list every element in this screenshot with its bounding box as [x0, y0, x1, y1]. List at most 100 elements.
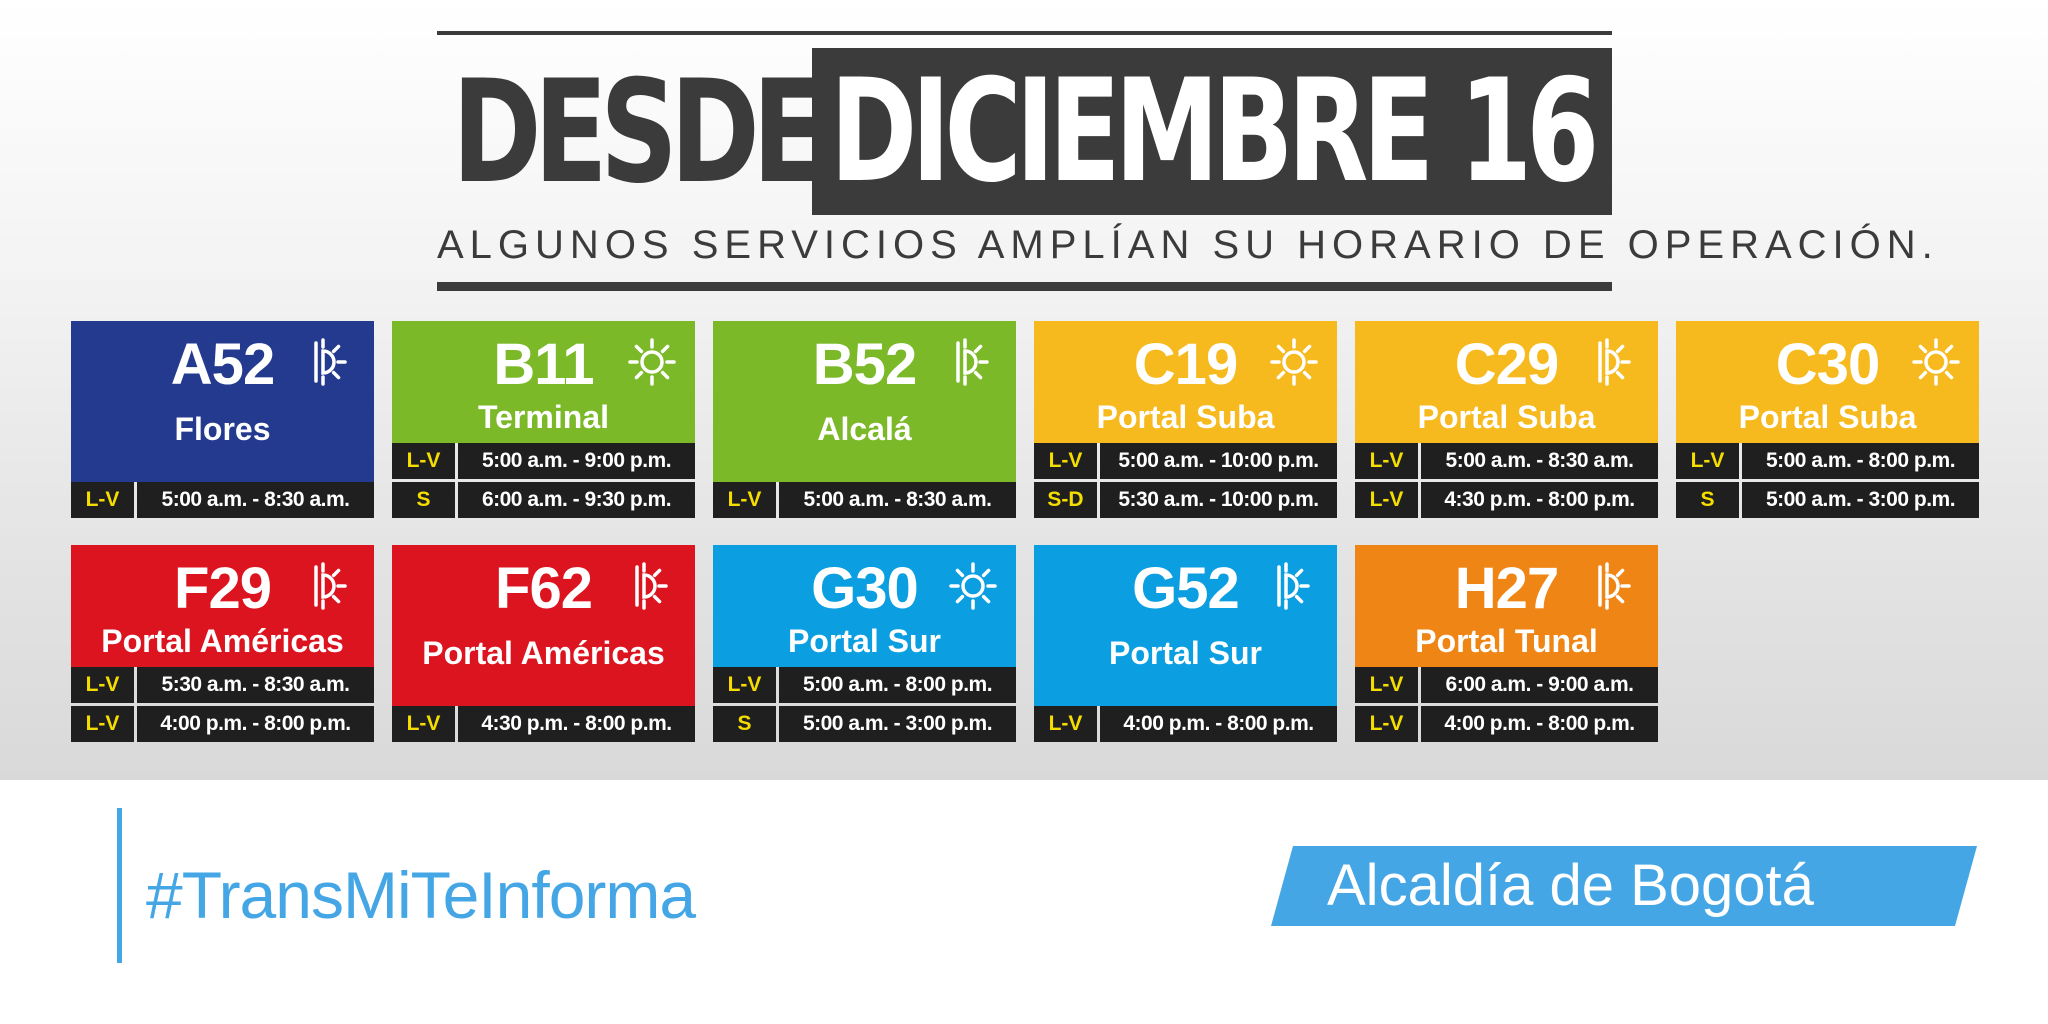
schedule-rows: L-V 5:00 a.m. - 10:00 p.m. S-D 5:30 a.m. - … [1034, 443, 1337, 518]
route-card-header: G52 Portal Sur [1034, 545, 1337, 706]
half-sun-icon [1269, 561, 1319, 611]
half-sun-icon [306, 561, 356, 611]
hashtag: #TransMiTeInforma [146, 858, 696, 932]
schedule-rows: L-V 4:30 p.m. - 8:00 p.m. [392, 706, 695, 742]
logo-text: Alcaldía de Bogotá [1327, 853, 1814, 918]
schedule-days: L-V [1034, 443, 1097, 479]
route-destination: Flores [174, 411, 271, 447]
schedule-row: L-V 4:30 p.m. - 8:00 p.m. [392, 706, 695, 742]
schedule-time: 5:30 a.m. - 10:00 p.m. [1100, 482, 1337, 518]
schedule-days: L-V [392, 706, 455, 742]
schedule-row: L-V 4:00 p.m. - 8:00 p.m. [71, 706, 374, 742]
header-prefix: DESDE [452, 50, 826, 215]
schedule-row: S 5:00 a.m. - 3:00 p.m. [1676, 482, 1979, 518]
schedule-rows: L-V 4:00 p.m. - 8:00 p.m. [1034, 706, 1337, 742]
route-card-c19: C19 Portal Suba L-V 5:00 a.m. - 10:00 p.m. S… [1034, 321, 1337, 521]
schedule-days: L-V [1355, 706, 1418, 742]
schedule-days: L-V [71, 706, 134, 742]
route-destination: Portal Sur [1109, 635, 1262, 671]
schedule-rows: L-V 5:00 a.m. - 8:30 a.m. L-V 4:30 p.m. - 8… [1355, 443, 1658, 518]
route-card-header: F29 Portal Américas [71, 545, 374, 667]
schedule-time: 5:00 a.m. - 3:00 p.m. [779, 706, 1016, 742]
half-sun-icon [627, 561, 677, 611]
schedule-time: 5:00 a.m. - 8:30 a.m. [1421, 443, 1658, 479]
route-code: G30 [811, 556, 919, 621]
route-destination: Portal Américas [101, 623, 344, 659]
schedule-time: 5:00 a.m. - 3:00 p.m. [1742, 482, 1979, 518]
header-date-box: DICIEMBRE 16 [812, 48, 1612, 215]
sun-icon [1911, 337, 1961, 387]
schedule-row: L-V 5:00 a.m. - 8:30 a.m. [71, 482, 374, 518]
route-code: B11 [493, 332, 594, 397]
route-code: H27 [1454, 556, 1559, 621]
schedule-time: 5:30 a.m. - 8:30 a.m. [137, 667, 374, 703]
route-card-header: B11 Terminal [392, 321, 695, 443]
schedule-days: L-V [71, 482, 134, 518]
header-rule-top [437, 31, 1612, 35]
route-destination: Portal Suba [1096, 399, 1275, 435]
route-destination: Portal Sur [788, 623, 941, 659]
schedule-days: S [392, 482, 455, 518]
route-code: B52 [812, 332, 917, 397]
schedule-time: 4:00 p.m. - 8:00 p.m. [137, 706, 374, 742]
alcaldia-logo: Alcaldía de Bogotá [1271, 846, 1977, 926]
schedule-time: 6:00 a.m. - 9:30 p.m. [458, 482, 695, 518]
route-card-header: B52 Alcalá [713, 321, 1016, 482]
route-code: F62 [495, 556, 593, 621]
schedule-time: 6:00 a.m. - 9:00 a.m. [1421, 667, 1658, 703]
schedule-rows: L-V 5:30 a.m. - 8:30 a.m. L-V 4:00 p.m. - 8… [71, 667, 374, 742]
schedule-row: S 5:00 a.m. - 3:00 p.m. [713, 706, 1016, 742]
route-card-h27: H27 Portal Tunal L-V 6:00 a.m. - 9:00 a.m. L… [1355, 545, 1658, 745]
schedule-rows: L-V 5:00 a.m. - 8:00 p.m. S 5:00 a.m. - 3:0… [1676, 443, 1979, 518]
schedule-rows: L-V 5:00 a.m. - 8:30 a.m. [713, 482, 1016, 518]
schedule-time: 5:00 a.m. - 8:30 a.m. [779, 482, 1016, 518]
schedule-time: 5:00 a.m. - 9:00 p.m. [458, 443, 695, 479]
sun-icon [627, 337, 677, 387]
schedule-days: L-V [392, 443, 455, 479]
footer-divider [117, 808, 122, 963]
route-destination: Portal Américas [422, 635, 665, 671]
schedule-days: L-V [71, 667, 134, 703]
schedule-row: L-V 5:00 a.m. - 8:30 a.m. [713, 482, 1016, 518]
route-destination: Portal Tunal [1415, 623, 1598, 659]
schedule-rows: L-V 5:00 a.m. - 8:00 p.m. S 5:00 a.m. - 3:0… [713, 667, 1016, 742]
route-card-a52: A52 Flores L-V 5:00 a.m. - 8:30 a.m. [71, 321, 374, 521]
route-card-header: F62 Portal Américas [392, 545, 695, 706]
route-code: C30 [1775, 332, 1880, 397]
schedule-days: L-V [713, 482, 776, 518]
schedule-days: L-V [1355, 443, 1418, 479]
route-card-b11: B11 Terminal L-V 5:00 a.m. - 9:00 p.m. S 6:00… [392, 321, 695, 521]
route-card-header: A52 Flores [71, 321, 374, 482]
route-code: C29 [1454, 332, 1559, 397]
sun-icon [948, 561, 998, 611]
route-destination: Terminal [478, 399, 609, 435]
header-rule-bottom [437, 282, 1612, 291]
schedule-row: L-V 4:00 p.m. - 8:00 p.m. [1355, 706, 1658, 742]
schedule-row: L-V 6:00 a.m. - 9:00 a.m. [1355, 667, 1658, 703]
half-sun-icon [948, 337, 998, 387]
route-destination: Alcalá [817, 411, 912, 447]
schedule-rows: L-V 5:00 a.m. - 8:30 a.m. [71, 482, 374, 518]
schedule-row: S 6:00 a.m. - 9:30 p.m. [392, 482, 695, 518]
route-card-f62: F62 Portal Américas L-V 4:30 p.m. - 8:00 p.… [392, 545, 695, 745]
schedule-time: 5:00 a.m. - 8:30 a.m. [137, 482, 374, 518]
route-code: C19 [1133, 332, 1238, 397]
schedule-time: 4:30 p.m. - 8:00 p.m. [1421, 482, 1658, 518]
schedule-panel: DESDE DICIEMBRE 16 ALGUNOS SERVICIOS AMP… [0, 0, 2048, 780]
route-card-header: G30 Portal Sur [713, 545, 1016, 667]
schedule-row: L-V 5:00 a.m. - 8:00 p.m. [1676, 443, 1979, 479]
schedule-row: L-V 4:30 p.m. - 8:00 p.m. [1355, 482, 1658, 518]
schedule-row: L-V 5:00 a.m. - 9:00 p.m. [392, 443, 695, 479]
route-card-header: C19 Portal Suba [1034, 321, 1337, 443]
schedule-days: L-V [1034, 706, 1097, 742]
route-destination: Portal Suba [1738, 399, 1917, 435]
schedule-days: L-V [1676, 443, 1739, 479]
route-card-header: C29 Portal Suba [1355, 321, 1658, 443]
schedule-row: L-V 5:00 a.m. - 8:30 a.m. [1355, 443, 1658, 479]
route-card-g30: G30 Portal Sur L-V 5:00 a.m. - 8:00 p.m. S 5:… [713, 545, 1016, 745]
schedule-time: 5:00 a.m. - 10:00 p.m. [1100, 443, 1337, 479]
schedule-time: 4:00 p.m. - 8:00 p.m. [1100, 706, 1337, 742]
schedule-days: L-V [1355, 667, 1418, 703]
schedule-time: 4:00 p.m. - 8:00 p.m. [1421, 706, 1658, 742]
schedule-days: L-V [713, 667, 776, 703]
